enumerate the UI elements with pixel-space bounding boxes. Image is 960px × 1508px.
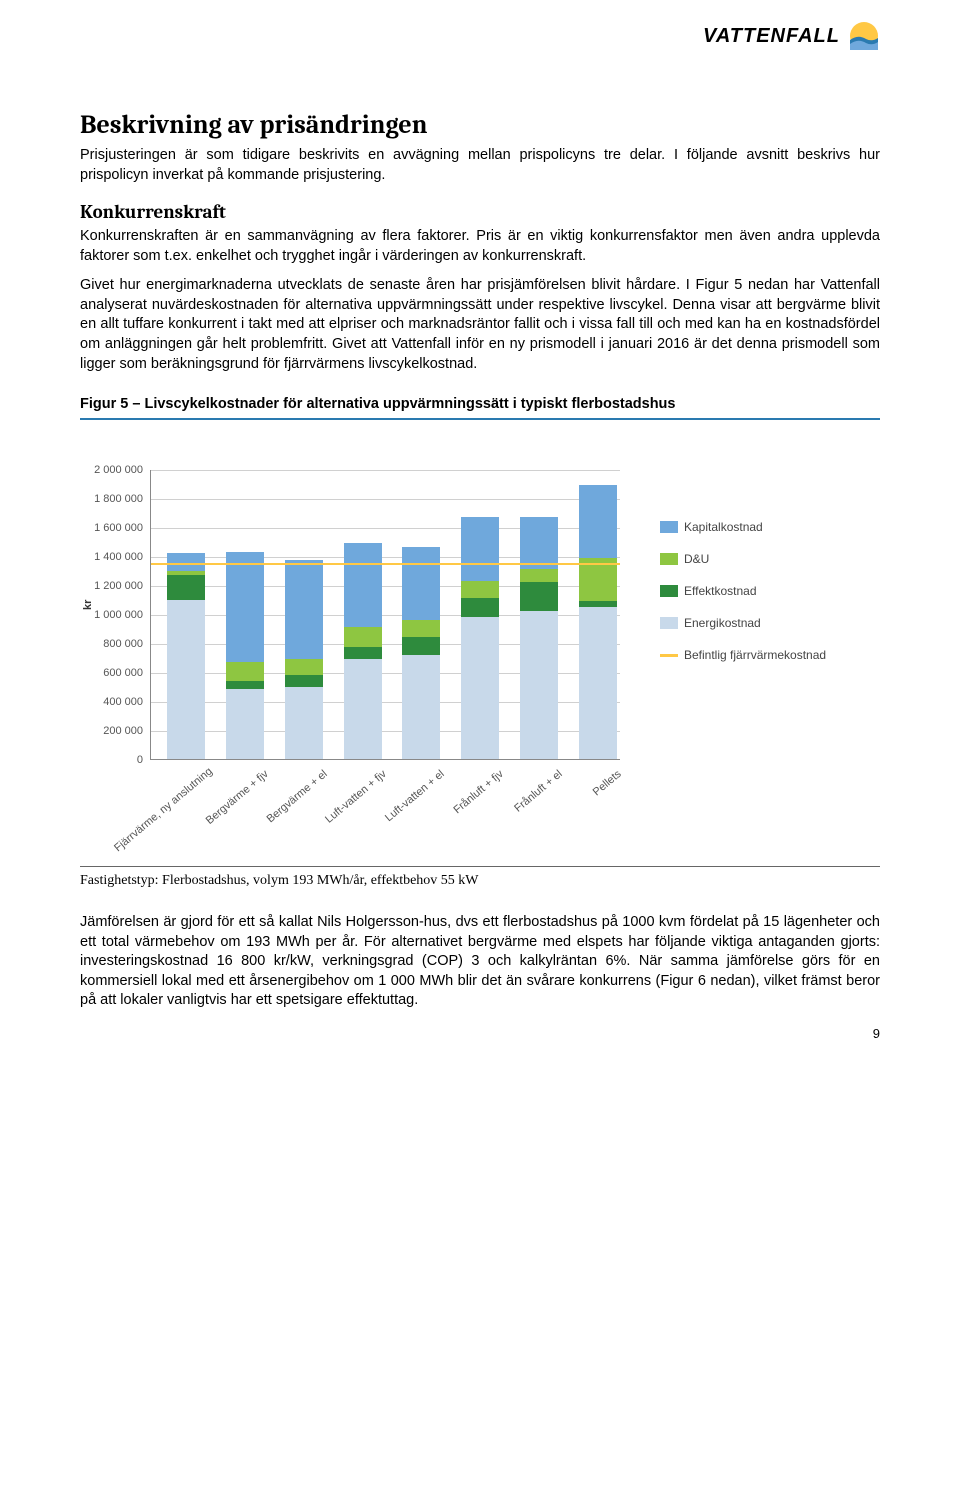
y-tick: 1 800 000 [81, 493, 143, 505]
figure-footnote: Fastighetstyp: Flerbostadshus, volym 193… [80, 873, 880, 889]
bar-segment-energi [285, 687, 323, 760]
legend-item-du: D&U [660, 552, 826, 566]
bar-segment-energi [579, 607, 617, 759]
body-paragraph-3: Jämförelsen är gjord för ett så kallat N… [80, 913, 880, 1011]
bar-segment-du [402, 620, 440, 637]
bar-segment-kapital [402, 547, 440, 620]
body-paragraph-1: Konkurrenskraften är en sammanvägning av… [80, 227, 880, 266]
page-heading: Beskrivning av prisändringen [80, 110, 880, 140]
body-paragraph-2: Givet hur energimarknaderna utvecklats d… [80, 276, 880, 374]
x-tick-label: Bergvärme + fjv [171, 768, 271, 854]
y-tick: 400 000 [81, 696, 143, 708]
page-number: 9 [873, 1026, 880, 1041]
bar-segment-kapital [344, 543, 382, 627]
legend-label: Befintlig fjärrvärmekostnad [684, 648, 826, 662]
figure-divider-top [80, 418, 880, 420]
bar-segment-du [285, 659, 323, 675]
brand-icon [848, 20, 880, 52]
bar-segment-energi [226, 689, 264, 759]
chart-container: kr 0200 000400 000600 000800 0001 000 00… [80, 440, 880, 860]
y-tick: 600 000 [81, 667, 143, 679]
bar-segment-du [344, 627, 382, 647]
bar-segment-energi [344, 659, 382, 759]
intro-paragraph: Prisjusteringen är som tidigare beskrivi… [80, 146, 880, 185]
bar-segment-effekt [344, 647, 382, 659]
figure-divider-bottom [80, 866, 880, 867]
bar-segment-kapital [167, 553, 205, 570]
x-tick-label: Luft-vatten + el [347, 768, 447, 854]
bar-segment-energi [520, 611, 558, 759]
chart-legend: Kapitalkostnad D&U Effektkostnad Energik… [660, 460, 826, 680]
bar-segment-energi [461, 617, 499, 759]
y-tick: 2 000 000 [81, 464, 143, 476]
y-tick: 1 400 000 [81, 551, 143, 563]
bar-segment-du [226, 662, 264, 681]
bar-segment-energi [167, 600, 205, 760]
bar-segment-effekt [520, 582, 558, 611]
bar-segment-effekt [579, 601, 617, 607]
x-tick-label: Frånluft + fjv [406, 768, 506, 854]
brand-text: VATTENFALL [703, 25, 840, 48]
bar-segment-du [520, 569, 558, 582]
bar-segment-kapital [461, 517, 499, 581]
bar-segment-effekt [402, 637, 440, 654]
x-tick-label: Fjärrvärme, ny anslutning [112, 768, 212, 854]
x-tick-label: Frånluft + el [465, 768, 565, 854]
y-tick: 800 000 [81, 638, 143, 650]
bar-segment-du [167, 571, 205, 575]
bar-segment-effekt [461, 598, 499, 617]
legend-label: Energikostnad [684, 616, 761, 630]
figure-caption: Figur 5 – Livscykelkostnader för alterna… [80, 396, 880, 412]
reference-line [151, 563, 620, 565]
swatch-kapital [660, 521, 678, 533]
swatch-refline [660, 654, 678, 657]
legend-item-kapital: Kapitalkostnad [660, 520, 826, 534]
bar-segment-kapital [226, 552, 264, 662]
swatch-effekt [660, 585, 678, 597]
swatch-du [660, 553, 678, 565]
legend-label: Kapitalkostnad [684, 520, 763, 534]
bar-segment-kapital [579, 485, 617, 558]
y-tick: 0 [81, 754, 143, 766]
bar-segment-effekt [226, 681, 264, 690]
bar-segment-effekt [285, 675, 323, 687]
swatch-energi [660, 617, 678, 629]
legend-item-effekt: Effektkostnad [660, 584, 826, 598]
bar-segment-du [461, 581, 499, 598]
legend-item-energi: Energikostnad [660, 616, 826, 630]
x-tick-label: Bergvärme + el [230, 768, 330, 854]
legend-label: D&U [684, 552, 709, 566]
section-heading-konkurrenskraft: Konkurrenskraft [80, 201, 880, 223]
y-tick: 200 000 [81, 725, 143, 737]
y-tick: 1 200 000 [81, 580, 143, 592]
bar-segment-energi [402, 655, 440, 759]
stacked-bar-chart: kr 0200 000400 000600 000800 0001 000 00… [80, 460, 640, 850]
y-tick: 1 000 000 [81, 609, 143, 621]
bar-segment-kapital [520, 517, 558, 569]
bar-segment-effekt [167, 575, 205, 600]
brand-logo: VATTENFALL [703, 20, 880, 52]
y-tick: 1 600 000 [81, 522, 143, 534]
legend-label: Effektkostnad [684, 584, 757, 598]
x-tick-label: Pellets [524, 768, 624, 854]
bar-segment-kapital [285, 560, 323, 659]
x-tick-label: Luft-vatten + fjv [289, 768, 389, 854]
legend-item-refline: Befintlig fjärrvärmekostnad [660, 648, 826, 662]
